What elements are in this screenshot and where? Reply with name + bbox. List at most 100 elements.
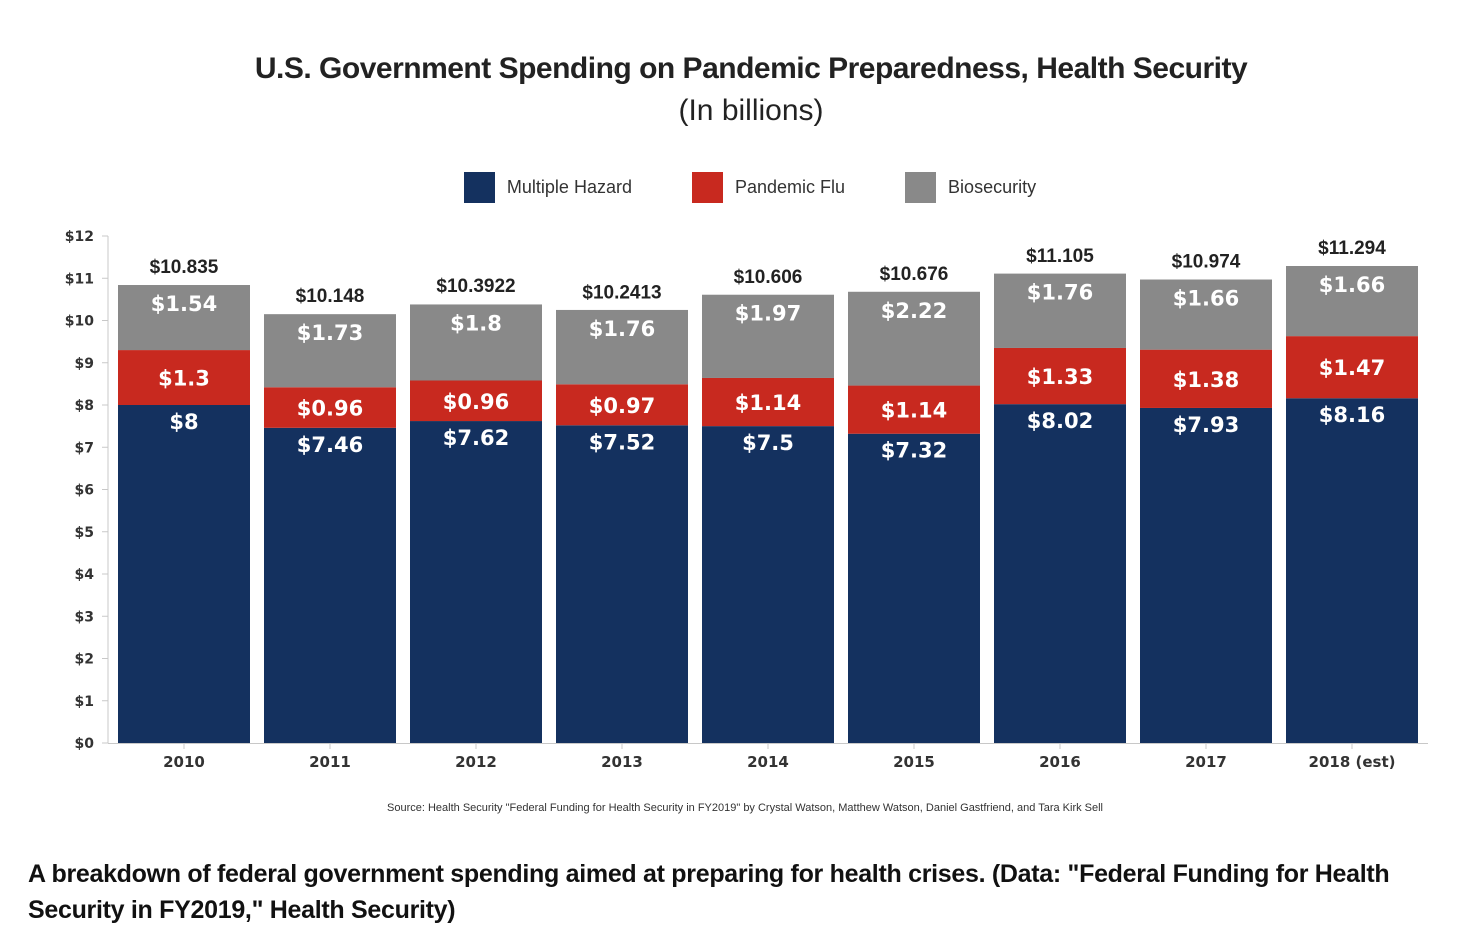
data-label: $8.16 bbox=[1319, 403, 1385, 427]
bar-segment-multiple-hazard bbox=[556, 425, 688, 743]
total-label: $11.294 bbox=[1318, 238, 1386, 259]
bar-segment-multiple-hazard bbox=[848, 433, 980, 743]
legend-item-pandemic-flu: Pandemic Flu bbox=[691, 172, 846, 203]
bar-segment-biosecurity bbox=[118, 285, 250, 351]
data-label: $1.97 bbox=[735, 302, 801, 326]
total-label: $10.2413 bbox=[582, 282, 661, 303]
bar-segment-biosecurity bbox=[702, 294, 834, 378]
bar-segment-pandemic-flu bbox=[556, 384, 688, 426]
total-label: $10.3922 bbox=[436, 276, 515, 297]
bar-segment-pandemic-flu bbox=[994, 347, 1126, 405]
chart-subtitle: (In billions) bbox=[678, 94, 824, 127]
legend-swatch-pandemic-flu bbox=[691, 172, 723, 203]
bar-segment-pandemic-flu bbox=[410, 380, 542, 422]
data-label: $1.14 bbox=[735, 391, 801, 415]
legend-swatch-biosecurity bbox=[905, 172, 937, 203]
x-tick-label: 2017 bbox=[1185, 753, 1227, 771]
stacked-bar-chart: $0 $1 $2 $3 $4 $5 $6 $7 $8 $9 $10 $11 $12 $8 $1.3 $1.54… bbox=[65, 229, 1428, 771]
data-label: $1.47 bbox=[1319, 356, 1385, 380]
bar-segment-biosecurity bbox=[264, 314, 396, 388]
bar-segment-multiple-hazard bbox=[410, 421, 542, 743]
legend: Multiple Hazard Pandemic Flu Biosecurity bbox=[0, 172, 1468, 203]
bar-segment-multiple-hazard bbox=[264, 427, 396, 743]
bar-segment-biosecurity bbox=[410, 304, 542, 381]
x-tick-label: 2011 bbox=[309, 753, 351, 771]
x-tick-label: 2018 (est) bbox=[1309, 753, 1396, 771]
bar-segment-pandemic-flu bbox=[118, 350, 250, 405]
data-label: $7.93 bbox=[1173, 413, 1239, 437]
legend-item-biosecurity: Biosecurity bbox=[905, 172, 1036, 203]
x-tick-label: 2015 bbox=[893, 753, 935, 771]
y-tick-label: $5 bbox=[75, 525, 94, 541]
x-tick-label: 2014 bbox=[747, 753, 789, 771]
bar-segment-multiple-hazard bbox=[118, 405, 250, 743]
y-tick-label: $6 bbox=[75, 483, 94, 499]
total-label: $10.148 bbox=[296, 286, 365, 307]
data-label: $1.76 bbox=[1027, 281, 1093, 305]
y-tick-label: $8 bbox=[75, 398, 94, 414]
data-label: $7.32 bbox=[881, 439, 947, 463]
y-tick-label: $11 bbox=[65, 271, 94, 287]
data-label: $0.97 bbox=[589, 394, 655, 418]
bar-segment-pandemic-flu bbox=[1286, 336, 1418, 399]
x-tick-label: 2010 bbox=[163, 753, 205, 771]
bar-segment-pandemic-flu bbox=[848, 385, 980, 434]
y-tick-label: $4 bbox=[75, 567, 95, 583]
x-tick-label: 2012 bbox=[455, 753, 497, 771]
data-label: $1.66 bbox=[1319, 273, 1385, 297]
figure-caption: A breakdown of federal government spendi… bbox=[28, 860, 1390, 924]
bar-segment-biosecurity bbox=[994, 273, 1126, 348]
data-label: $7.62 bbox=[443, 426, 509, 450]
data-label: $7.5 bbox=[742, 431, 794, 455]
bar-segment-biosecurity bbox=[848, 291, 980, 386]
data-label: $7.52 bbox=[589, 430, 655, 454]
data-label: $1.66 bbox=[1173, 287, 1239, 311]
bar-segment-multiple-hazard bbox=[994, 404, 1126, 743]
bar-segment-biosecurity bbox=[1140, 279, 1272, 350]
data-label: $1.33 bbox=[1027, 365, 1093, 389]
y-tick-label: $9 bbox=[75, 356, 94, 372]
y-tick-label: $10 bbox=[65, 314, 94, 330]
data-label: $0.96 bbox=[443, 390, 509, 414]
y-tick-label: $12 bbox=[65, 229, 94, 245]
data-label: $8 bbox=[169, 410, 198, 434]
y-tick-label: $3 bbox=[75, 609, 94, 625]
y-tick-label: $1 bbox=[75, 694, 94, 710]
bar-segment-biosecurity bbox=[1286, 265, 1418, 337]
bar-segment-biosecurity bbox=[556, 309, 688, 385]
bar-segment-pandemic-flu bbox=[702, 377, 834, 427]
total-label: $11.105 bbox=[1026, 246, 1094, 267]
bar-segment-multiple-hazard bbox=[702, 426, 834, 743]
total-label: $10.974 bbox=[1172, 251, 1241, 272]
x-tick-label: 2016 bbox=[1039, 753, 1081, 771]
y-tick-label: $7 bbox=[75, 440, 94, 456]
data-label: $1.54 bbox=[151, 292, 217, 316]
data-label: $1.76 bbox=[589, 317, 655, 341]
legend-swatch-multiple-hazard bbox=[463, 172, 495, 203]
total-label: $10.835 bbox=[150, 257, 219, 278]
data-label: $2.22 bbox=[881, 299, 947, 323]
data-label: $1.73 bbox=[297, 321, 363, 345]
data-label: $0.96 bbox=[297, 397, 363, 421]
data-label: $1.3 bbox=[158, 367, 210, 391]
bar-segment-multiple-hazard bbox=[1286, 398, 1418, 743]
y-tick-label: $0 bbox=[75, 736, 95, 752]
x-tick-label: 2013 bbox=[601, 753, 643, 771]
data-label: $7.46 bbox=[297, 433, 363, 457]
legend-label: Multiple Hazard bbox=[506, 177, 632, 197]
total-label: $10.606 bbox=[734, 267, 803, 288]
data-label: $1.8 bbox=[450, 311, 502, 335]
data-label: $1.38 bbox=[1173, 368, 1239, 392]
legend-item-multiple-hazard: Multiple Hazard bbox=[463, 172, 632, 203]
legend-label: Pandemic Flu bbox=[734, 177, 846, 197]
legend-label: Biosecurity bbox=[948, 177, 1037, 197]
bar-segment-multiple-hazard bbox=[1140, 407, 1272, 743]
bar-segment-pandemic-flu bbox=[264, 387, 396, 428]
bar-segment-pandemic-flu bbox=[1140, 349, 1272, 408]
chart-title: U.S. Government Spending on Pandemic Pre… bbox=[254, 52, 1248, 85]
y-tick-label: $2 bbox=[75, 652, 94, 668]
data-label: $1.14 bbox=[881, 399, 947, 423]
data-label: $8.02 bbox=[1027, 409, 1093, 433]
source-note: Source: Health Security "Federal Funding… bbox=[387, 802, 1103, 814]
total-label: $10.676 bbox=[880, 264, 949, 285]
